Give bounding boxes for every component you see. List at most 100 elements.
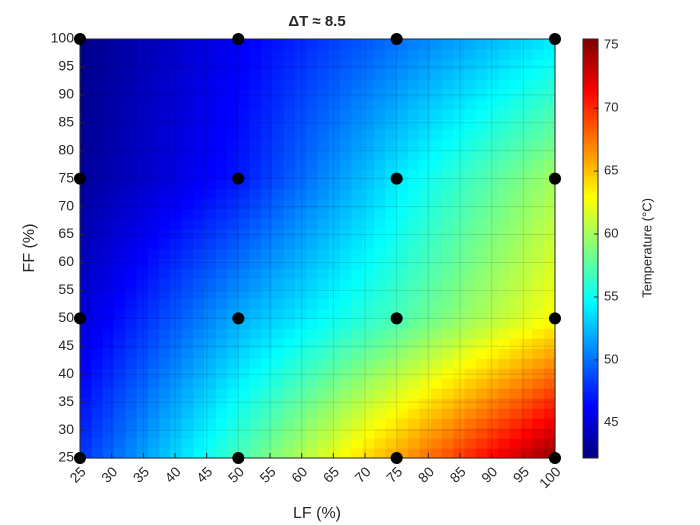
contour-cell bbox=[430, 408, 443, 419]
colorbar-swatch bbox=[583, 307, 598, 312]
contour-cell bbox=[498, 198, 511, 210]
contour-cell bbox=[238, 298, 251, 309]
contour-cell bbox=[125, 58, 138, 70]
contour-cell bbox=[487, 88, 500, 100]
contour-cell bbox=[340, 298, 353, 309]
y-tick-label: 60 bbox=[58, 253, 74, 269]
contour-cell bbox=[159, 318, 172, 329]
contour-cell bbox=[306, 198, 319, 210]
contour-cell bbox=[283, 348, 296, 359]
contour-cell bbox=[227, 318, 239, 329]
contour-cell bbox=[532, 398, 545, 409]
contour-cell bbox=[113, 218, 126, 230]
contour-cell bbox=[543, 448, 556, 459]
contour-cell bbox=[125, 198, 138, 210]
contour-cell bbox=[193, 408, 206, 419]
contour-cell bbox=[340, 278, 353, 290]
contour-cell bbox=[419, 68, 432, 80]
contour-cell bbox=[362, 128, 375, 140]
colorbar-swatch bbox=[583, 423, 598, 428]
contour-cell bbox=[306, 308, 319, 319]
contour-cell bbox=[260, 388, 273, 399]
contour-cell bbox=[453, 198, 466, 210]
contour-cell bbox=[340, 248, 353, 260]
y-tick-label: 100 bbox=[51, 30, 75, 46]
x-tick-label: 45 bbox=[193, 463, 215, 485]
contour-cell bbox=[317, 258, 330, 270]
colorbar-swatch bbox=[583, 164, 598, 169]
contour-cell bbox=[430, 388, 443, 399]
contour-cell bbox=[215, 348, 228, 359]
contour-cell bbox=[509, 308, 522, 319]
contour-cell bbox=[283, 118, 296, 130]
contour-cell bbox=[441, 208, 454, 220]
contour-cell bbox=[441, 408, 454, 419]
contour-cell bbox=[170, 228, 183, 240]
contour-cell bbox=[159, 238, 172, 250]
contour-cell bbox=[181, 88, 194, 100]
contour-cell bbox=[340, 238, 353, 250]
contour-cell bbox=[521, 208, 533, 220]
contour-cell bbox=[147, 318, 160, 329]
contour-cell bbox=[374, 208, 386, 220]
contour-cell bbox=[136, 368, 149, 379]
colorbar-swatch bbox=[583, 59, 598, 64]
contour-cell bbox=[430, 198, 443, 210]
contour-cell bbox=[351, 248, 364, 260]
contour-cell bbox=[272, 58, 285, 70]
contour-cell bbox=[102, 268, 115, 280]
contour-cell bbox=[306, 298, 319, 309]
contour-cell bbox=[407, 268, 420, 280]
contour-cell bbox=[407, 108, 420, 120]
contour-cell bbox=[125, 238, 138, 250]
contour-cell bbox=[80, 48, 92, 60]
contour-cell bbox=[272, 378, 285, 389]
contour-cell bbox=[317, 138, 330, 150]
contour-cell bbox=[521, 388, 533, 399]
contour-cell bbox=[260, 188, 273, 200]
contour-cell bbox=[249, 248, 262, 260]
contour-cell bbox=[136, 108, 149, 120]
contour-cell bbox=[136, 238, 149, 250]
contour-cell bbox=[396, 88, 409, 100]
contour-cell bbox=[272, 308, 285, 319]
contour-cell bbox=[362, 108, 375, 120]
contour-cell bbox=[136, 268, 149, 280]
contour-cell bbox=[249, 358, 262, 369]
colorbar-swatch bbox=[583, 419, 598, 424]
contour-cell bbox=[487, 158, 500, 170]
contour-cell bbox=[159, 278, 172, 290]
contour-cell bbox=[351, 368, 364, 379]
contour-cell bbox=[238, 318, 251, 329]
contour-cell bbox=[238, 138, 251, 150]
contour-cell bbox=[238, 188, 251, 200]
contour-cell bbox=[136, 78, 149, 90]
contour-cell bbox=[464, 218, 477, 230]
contour-cell bbox=[317, 388, 330, 399]
contour-cell bbox=[238, 428, 251, 439]
contour-cell bbox=[181, 39, 194, 50]
contour-cell bbox=[170, 218, 183, 230]
contour-cell bbox=[147, 278, 160, 290]
contour-cell bbox=[294, 348, 307, 359]
contour-cell bbox=[419, 418, 432, 429]
colorbar-swatch bbox=[583, 311, 598, 316]
contour-cell bbox=[498, 98, 511, 110]
contour-cell bbox=[351, 428, 364, 439]
contour-cell bbox=[227, 68, 239, 80]
colorbar-swatch bbox=[583, 140, 598, 145]
contour-cell bbox=[374, 88, 386, 100]
contour-cell bbox=[204, 39, 217, 50]
contour-cell bbox=[113, 418, 126, 429]
contour-cell bbox=[521, 158, 533, 170]
colorbar-swatch bbox=[583, 265, 598, 270]
contour-cell bbox=[306, 158, 319, 170]
contour-cell bbox=[543, 78, 556, 90]
contour-cell bbox=[170, 138, 183, 150]
contour-cell bbox=[136, 68, 149, 80]
contour-cell bbox=[306, 438, 319, 449]
colorbar-swatch bbox=[583, 231, 598, 236]
contour-cell bbox=[181, 308, 194, 319]
contour-cell bbox=[464, 58, 477, 70]
contour-cell bbox=[396, 39, 409, 50]
